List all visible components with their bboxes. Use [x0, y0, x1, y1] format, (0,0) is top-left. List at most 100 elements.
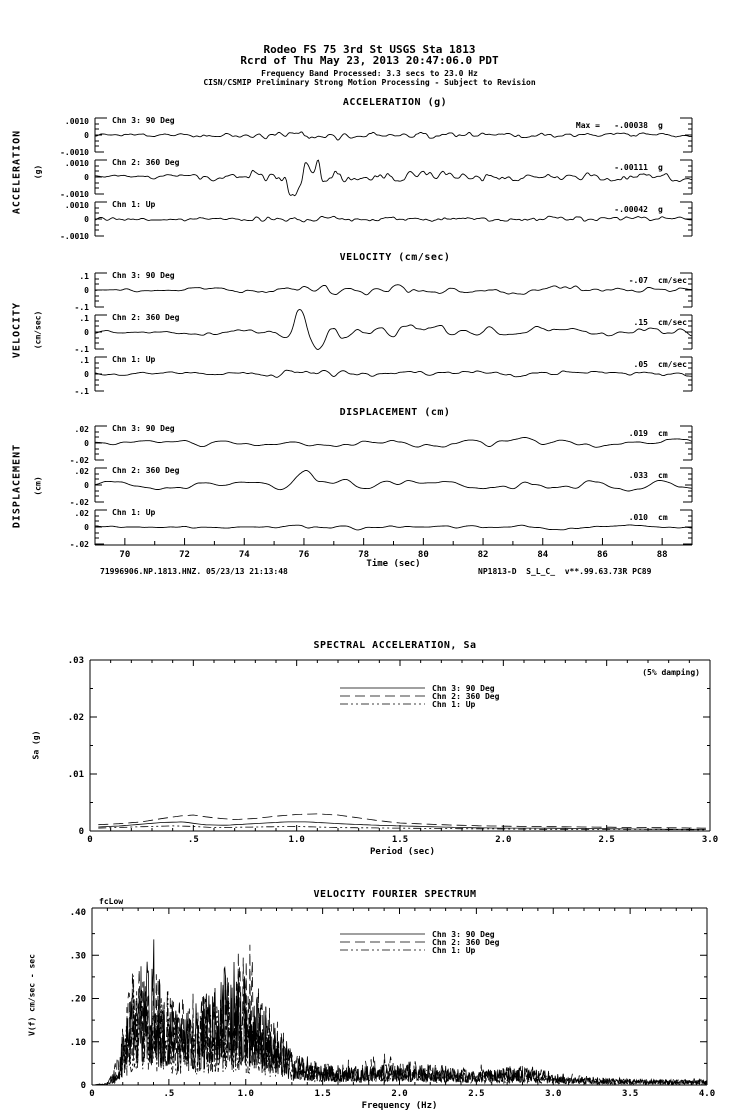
y-tick-label: .03: [68, 656, 84, 666]
fclow-marker: fcLow: [99, 897, 124, 906]
max-unit-label: cm/sec: [658, 276, 687, 285]
channel-label: Chn 3: 90 Deg: [112, 424, 175, 433]
max-value-label: .05: [634, 360, 649, 369]
y-tick-label: -.1: [75, 303, 90, 312]
legend-label: Chn 1: Up: [432, 700, 476, 709]
max-value-label: -.00042: [614, 205, 648, 214]
y-tick-label: -.1: [75, 387, 90, 396]
max-unit-label: cm/sec: [658, 318, 687, 327]
sa-series: [98, 813, 706, 829]
frequency-axis-label: Frequency (Hz): [361, 1101, 438, 1111]
channel-label: Chn 3: 90 Deg: [112, 116, 175, 125]
waveform-trace: [94, 131, 693, 141]
time-tick-label: 70: [119, 550, 130, 560]
waveform-trace: [94, 159, 693, 197]
channel-label: Chn 1: Up: [112, 200, 156, 209]
y-tick-label: -.1: [75, 345, 90, 354]
y-tick-label: .30: [70, 951, 86, 961]
y-tick-label: .10: [70, 1038, 86, 1048]
fourier-series: [95, 944, 708, 1086]
max-unit-label: cm/sec: [658, 360, 687, 369]
channel-label: Chn 3: 90 Deg: [112, 271, 175, 280]
max-value-label: .033: [629, 471, 648, 480]
y-tick-label: .1: [79, 356, 89, 365]
y-tick-label: -.02: [70, 540, 89, 549]
y-tick-label: .1: [79, 314, 89, 323]
y-tick-label: 0: [84, 286, 89, 295]
x-tick-label: 3.0: [702, 835, 718, 845]
time-tick-label: 88: [657, 550, 668, 560]
max-unit-label: cm: [658, 429, 668, 438]
x-tick-label: 0: [89, 1089, 94, 1099]
processing-note: CISN/CSMIP Preliminary Strong Motion Pro…: [203, 78, 536, 87]
displacement-axis-label: DISPLACEMENT: [11, 443, 23, 529]
y-tick-label: -.0010: [60, 148, 89, 157]
y-tick-label: 0: [81, 1081, 86, 1091]
time-tick-label: 86: [597, 550, 608, 560]
report-header: Rodeo FS 75 3rd St USGS Sta 1813 Rcrd of…: [0, 44, 739, 87]
max-value-label: .010: [629, 513, 648, 522]
y-tick-label: -.0010: [60, 190, 89, 199]
velocity-axis-label: VELOCITY: [11, 301, 23, 359]
waveform-trace: [94, 369, 693, 378]
time-tick-label: 80: [418, 550, 429, 560]
legend-label: Chn 3: 90 Deg: [432, 930, 495, 939]
x-tick-label: 2.0: [495, 835, 511, 845]
y-tick-label: 0: [84, 131, 89, 140]
time-tick-label: 84: [537, 550, 548, 560]
y-tick-label: 0: [84, 439, 89, 448]
time-tick-label: 78: [358, 550, 369, 560]
channel-label: Chn 2: 360 Deg: [112, 466, 180, 475]
y-tick-label: .0010: [65, 201, 89, 210]
max-prefix-label: Max =: [576, 121, 600, 130]
acceleration-panel-title: ACCELERATION (g): [342, 97, 448, 108]
waveform-trace: [94, 469, 693, 492]
channel-label: Chn 2: 360 Deg: [112, 158, 180, 167]
y-tick-label: -.02: [70, 456, 89, 465]
x-tick-label: 2.5: [599, 835, 615, 845]
x-tick-label: 1.5: [314, 1089, 330, 1099]
max-value-label: -.00111: [614, 163, 648, 172]
max-unit-label: cm: [658, 471, 668, 480]
legend-label: Chn 2: 360 Deg: [432, 692, 500, 701]
y-tick-label: .1: [79, 272, 89, 281]
x-tick-label: 0: [87, 835, 92, 845]
legend-label: Chn 3: 90 Deg: [432, 684, 495, 693]
y-tick-label: .40: [70, 908, 86, 918]
max-unit-label: g: [658, 205, 663, 214]
y-tick-label: 0: [79, 827, 84, 837]
y-tick-label: .0010: [65, 159, 89, 168]
waveform-trace: [94, 309, 693, 350]
y-tick-label: .02: [75, 467, 90, 476]
max-value-label: .019: [629, 429, 648, 438]
station-title: Rodeo FS 75 3rd St USGS Sta 1813: [263, 43, 476, 56]
channel-label: Chn 1: Up: [112, 508, 156, 517]
period-axis-label: Period (sec): [369, 847, 436, 857]
x-tick-label: 2.0: [391, 1089, 407, 1099]
channel-label: Chn 2: 360 Deg: [112, 313, 180, 322]
waveform-trace: [94, 215, 693, 223]
x-tick-label: 1.5: [392, 835, 408, 845]
legend-label: Chn 1: Up: [432, 946, 476, 955]
waveform-trace: [95, 284, 693, 296]
y-tick-label: 0: [84, 173, 89, 182]
y-tick-label: .20: [70, 995, 86, 1005]
x-tick-label: .5: [188, 835, 199, 845]
y-tick-label: 0: [84, 328, 89, 337]
x-tick-label: 1.0: [238, 1089, 254, 1099]
max-unit-label: cm: [658, 513, 668, 522]
x-tick-label: 3.5: [622, 1089, 638, 1099]
y-tick-label: 0: [84, 523, 89, 532]
displacement-panel-title: DISPLACEMENT (cm): [339, 407, 451, 418]
spectral-acceleration-title: SPECTRAL ACCELERATION, Sa: [313, 640, 477, 651]
max-unit-label: g: [658, 121, 663, 130]
sa-series: [98, 825, 706, 831]
y-tick-label: .02: [75, 425, 90, 434]
y-tick-label: .02: [75, 509, 90, 518]
displacement-axis-unit: (cm): [33, 476, 43, 496]
y-tick-label: .0010: [65, 117, 89, 126]
sa-y-axis-label: Sa (g): [31, 730, 41, 760]
x-tick-label: .5: [163, 1089, 174, 1099]
y-tick-label: 0: [84, 215, 89, 224]
